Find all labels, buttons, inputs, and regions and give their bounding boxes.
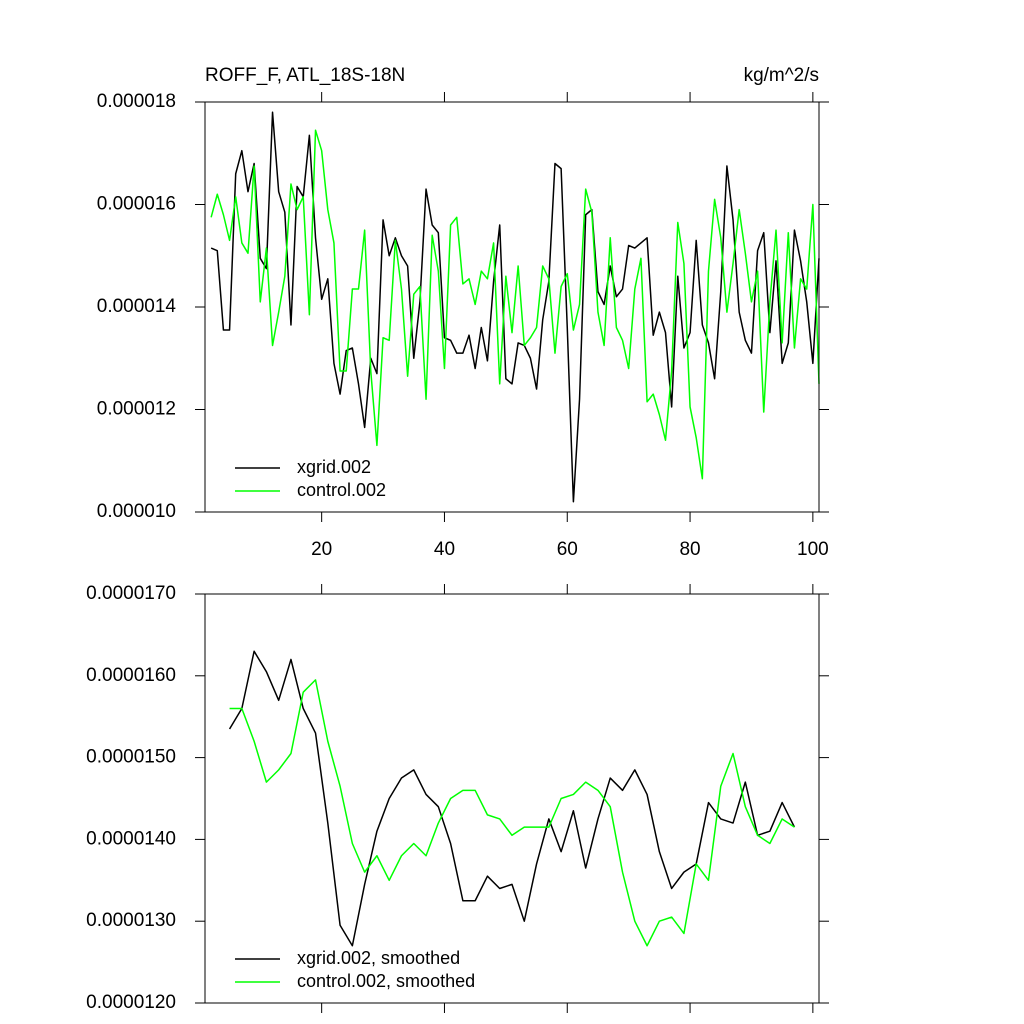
y-tick-label: 0.000010 (97, 501, 176, 522)
x-tick-label: 20 (311, 539, 332, 560)
series-line (210, 129, 820, 480)
y-tick-label: 0.000012 (97, 399, 176, 420)
y-tick-label: 0.000014 (97, 296, 177, 317)
series-line (228, 650, 796, 947)
legend-label: control.002, smoothed (297, 971, 475, 991)
legend-label: xgrid.002, smoothed (297, 948, 460, 968)
legend-label: control.002 (297, 480, 386, 500)
chart-title: ROFF_F, ATL_18S-18N (205, 65, 405, 86)
y-tick-label: 0.0000130 (86, 910, 176, 931)
legend-label: xgrid.002 (297, 457, 371, 477)
series-line (229, 679, 795, 947)
y-tick-label: 0.000016 (97, 194, 176, 215)
plot-frame (204, 593, 820, 1004)
y-tick-label: 0.0000140 (86, 828, 176, 849)
x-tick-label: 100 (797, 539, 829, 560)
y-tick-label: 0.000018 (97, 91, 176, 112)
y-tick-label: 0.0000120 (86, 992, 176, 1013)
y-tick-label: 0.0000150 (86, 747, 176, 768)
plot-frame (204, 101, 820, 513)
x-tick-label: 60 (557, 539, 578, 560)
series-line (210, 111, 820, 503)
units-label: kg/m^2/s (744, 65, 819, 86)
x-tick-label: 40 (434, 539, 455, 560)
y-tick-label: 0.0000170 (86, 583, 176, 604)
x-tick-label: 80 (679, 539, 700, 560)
y-tick-label: 0.0000160 (86, 665, 176, 686)
